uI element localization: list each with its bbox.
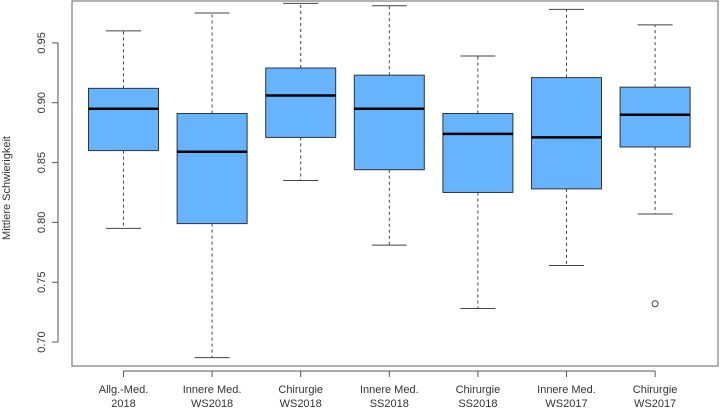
y-tick-label: 0.70 (36, 331, 48, 352)
outlier-point (651, 300, 659, 308)
box-group (531, 8, 602, 266)
x-tick-label: Chirurgie (278, 384, 323, 396)
box-group (442, 55, 514, 310)
iqr-box (353, 74, 425, 171)
plot-frame (71, 0, 719, 367)
x-tick-label: Innere Med. (360, 384, 419, 396)
box-series (88, 2, 691, 359)
iqr-box (176, 112, 248, 225)
box-group (265, 2, 337, 182)
y-tick-label: 0.85 (36, 152, 48, 173)
x-tick-label: Innere Med. (183, 384, 242, 396)
iqr-box (88, 87, 159, 152)
iqr-box (265, 67, 337, 138)
x-tick-label: Chirurgie (456, 384, 501, 396)
x-axis: Allg.-Med. 2018 Innere Med. WS2018 Chirurgie… (99, 370, 678, 410)
x-tick-label: 2018 (111, 398, 135, 410)
y-axis: 0.70 0.75 0.80 0.85 0.90 0.95 (36, 32, 59, 353)
box-group (176, 12, 248, 359)
box-group (88, 30, 159, 229)
iqr-box (442, 112, 514, 193)
x-tick-label: Chirurgie (633, 384, 678, 396)
y-tick-label: 0.95 (36, 32, 48, 53)
y-axis-label: Mittlere Schwierigkeit (1, 136, 13, 240)
box-group (353, 5, 425, 246)
x-tick-label: Allg.-Med. (99, 384, 149, 396)
y-tick-label: 0.90 (36, 92, 48, 113)
iqr-box (619, 86, 691, 148)
x-tick-label: WS2018 (280, 398, 322, 410)
y-tick-label: 0.80 (36, 212, 48, 233)
x-tick-label: SS2018 (370, 398, 409, 410)
x-tick-label: SS2018 (458, 398, 497, 410)
x-tick-label: Innere Med. (537, 384, 596, 396)
box-group (619, 24, 691, 308)
iqr-box (531, 77, 602, 190)
x-tick-label: WS2017 (634, 398, 676, 410)
x-tick-label: WS2018 (191, 398, 233, 410)
x-tick-label: WS2017 (545, 398, 587, 410)
y-tick-label: 0.75 (36, 272, 48, 293)
